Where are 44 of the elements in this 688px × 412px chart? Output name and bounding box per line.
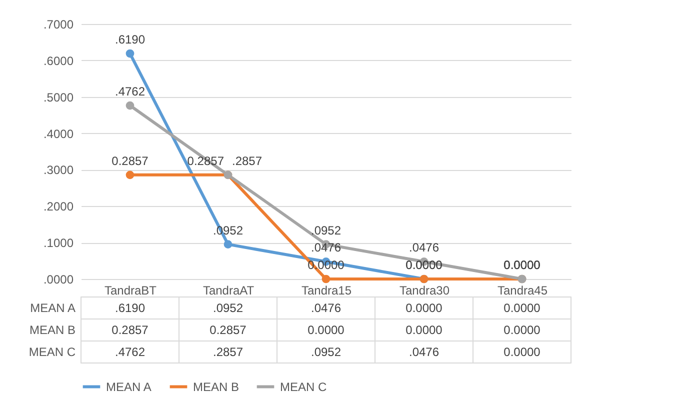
text: MEAN A [30, 301, 76, 315]
text: MEAN B [29, 323, 76, 337]
text: 0.2857 [112, 154, 148, 168]
data-label: .0952 [212, 301, 244, 315]
text: 0.0000 [406, 258, 442, 272]
data-label: .0952 [310, 345, 342, 359]
text: .0952 [310, 223, 342, 238]
x-tick-label: Tandra30 [399, 284, 450, 298]
y-tick-label: .6000 [43, 54, 74, 68]
legend-label: MEAN B [193, 380, 240, 394]
y-tick-label: .1000 [43, 236, 74, 250]
data-label: 0.0000 [504, 345, 541, 359]
legend-label: MEAN C [280, 380, 328, 394]
x-tick-label: Tandra45 [497, 284, 548, 298]
data-label: 0.0000 [406, 323, 443, 337]
text: 0.2857 [187, 154, 224, 168]
text: 0.0000 [504, 258, 540, 272]
data-label: 0.0000 [504, 301, 541, 315]
y-tick-label: .4000 [43, 126, 74, 141]
data-label: 0.0000 [504, 323, 541, 337]
text: .2857 [232, 154, 262, 168]
legend-label: MEAN A [106, 380, 152, 394]
x-tick-label: TandraBT [104, 284, 158, 298]
y-tick-label: .5000 [43, 90, 74, 104]
data-label: .4762 [114, 345, 146, 359]
data-label: 0.2857 [112, 323, 149, 337]
y-tick-label: .2000 [43, 200, 74, 214]
x-tick-label: TandraAT [202, 284, 255, 298]
data-label: .0476 [310, 301, 342, 315]
x-tick-label: Tandra15 [301, 284, 352, 298]
text: .4762 [114, 84, 146, 99]
text: .0476 [310, 240, 342, 255]
text: .6190 [114, 32, 146, 47]
data-label: 0.0000 [406, 301, 443, 315]
y-tick-label: .3000 [43, 163, 74, 178]
data-label: 0.2857 [210, 323, 247, 337]
data-label: .0476 [408, 345, 440, 359]
y-tick-label: .0000 [43, 272, 74, 286]
text: .0476 [408, 240, 440, 255]
y-tick-label: .7000 [43, 18, 74, 32]
data-label: .2857 [212, 345, 244, 359]
data-label: .6190 [114, 301, 146, 315]
data-label: 0.0000 [308, 323, 345, 337]
text: MEAN C [28, 345, 76, 359]
